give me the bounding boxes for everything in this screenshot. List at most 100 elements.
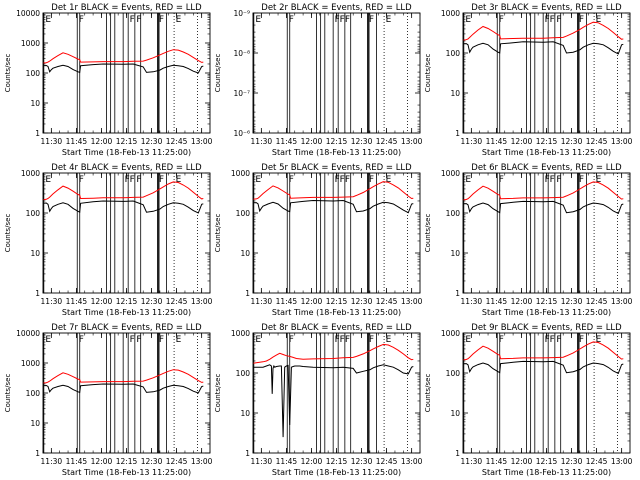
y-tick-label: 100: [446, 49, 461, 58]
y-tick-label: 1: [35, 289, 40, 298]
x-tick-label: 12:00: [511, 137, 533, 146]
x-tick-label: 12:45: [586, 137, 608, 146]
y-tick-label: 1: [35, 129, 40, 138]
y-tick-label: 100: [446, 369, 461, 378]
x-tick-label: 13:00: [191, 457, 213, 466]
x-tick-label: 12:15: [116, 137, 138, 146]
plot-frame: [462, 12, 631, 134]
x-tick-label: 12:45: [376, 297, 398, 306]
event-label: F: [545, 175, 550, 185]
event-label: E: [465, 175, 471, 185]
y-tick-label: 10⁻⁸: [233, 49, 250, 58]
event-label: F: [369, 335, 374, 345]
y-tick-label: 1: [245, 449, 250, 458]
panel-title: Det 6r BLACK = Events, RED = LLD: [471, 163, 622, 173]
event-label: F: [556, 15, 561, 25]
series-lld-line: [42, 369, 204, 384]
event-label: E: [45, 15, 51, 25]
y-axis-label: Counts/sec: [424, 374, 432, 413]
event-label: F: [369, 15, 374, 25]
x-tick-label: 11:45: [276, 297, 298, 306]
event-label: F: [579, 15, 584, 25]
panel-det-2: Det 2r BLACK = Events, RED = LLD Counts/s…: [214, 3, 423, 157]
y-tick-label: 10: [240, 409, 250, 418]
event-label: E: [176, 175, 182, 185]
x-tick-label: 12:15: [536, 297, 558, 306]
panel-title: Det 7r BLACK = Events, RED = LLD: [51, 323, 202, 333]
y-tick-label: 10000: [16, 329, 40, 338]
series-events-line: [42, 63, 204, 74]
x-axis-label: Start Time (18-Feb-13 11:25:00): [482, 308, 611, 317]
x-tick-label: 11:45: [66, 457, 88, 466]
event-label: F: [556, 175, 561, 185]
y-tick-label: 1000: [441, 169, 460, 178]
event-label: E: [255, 175, 261, 185]
event-label: E: [176, 335, 182, 345]
event-label: F: [579, 175, 584, 185]
plot-frame: [42, 332, 211, 454]
x-tick-label: 11:30: [461, 297, 483, 306]
event-label: F: [79, 335, 84, 345]
x-axis-label: Start Time (18-Feb-13 11:25:00): [272, 468, 401, 477]
y-tick-label: 1000: [21, 39, 40, 48]
plot-frame: [252, 332, 421, 454]
y-tick-label: 10⁻⁶: [233, 129, 250, 138]
y-tick-label: 1000: [231, 169, 250, 178]
series-events-line: [462, 41, 624, 55]
y-axis-label: Counts/sec: [4, 214, 12, 253]
event-label: F: [335, 335, 340, 345]
y-tick-label: 1: [245, 289, 250, 298]
x-axis-label: Start Time (18-Feb-13 11:25:00): [272, 148, 401, 157]
event-label: F: [130, 15, 135, 25]
series-events-line: [253, 364, 414, 438]
event-label: F: [159, 335, 164, 345]
y-tick-label: 10: [450, 409, 460, 418]
panel-det-9: Det 9r BLACK = Events, RED = LLD Counts/s…: [424, 323, 633, 477]
x-tick-label: 13:00: [191, 297, 213, 306]
x-tick-label: 12:15: [326, 297, 348, 306]
x-tick-label: 12:00: [301, 457, 323, 466]
y-tick-label: 100: [26, 69, 41, 78]
y-tick-label: 10: [30, 99, 40, 108]
x-tick-label: 13:00: [401, 297, 423, 306]
x-axis-label: Start Time (18-Feb-13 11:25:00): [62, 148, 191, 157]
plot-frame: [42, 172, 211, 294]
event-label: F: [289, 335, 294, 345]
event-label: E: [386, 15, 392, 25]
series-lld-line: [462, 181, 624, 201]
panel-title: Det 4r BLACK = Events, RED = LLD: [51, 163, 202, 173]
y-tick-label: 1: [35, 449, 40, 458]
x-tick-label: 11:45: [276, 457, 298, 466]
x-tick-label: 12:15: [536, 137, 558, 146]
x-tick-label: 12:00: [511, 297, 533, 306]
event-label: E: [596, 175, 602, 185]
x-tick-label: 12:00: [91, 457, 113, 466]
x-axis-label: Start Time (18-Feb-13 11:25:00): [62, 308, 191, 317]
x-tick-label: 12:45: [586, 457, 608, 466]
panel-det-4: Det 4r BLACK = Events, RED = LLD Counts/s…: [4, 163, 213, 317]
event-label: E: [176, 15, 182, 25]
y-tick-label: 10: [450, 89, 460, 98]
y-tick-label: 10: [450, 249, 460, 258]
y-tick-label: 1000: [441, 9, 460, 18]
y-tick-label: 100: [446, 209, 461, 218]
series-events-line: [462, 200, 624, 215]
x-tick-label: 11:30: [41, 457, 63, 466]
x-tick-label: 11:45: [66, 297, 88, 306]
x-tick-label: 11:45: [486, 297, 508, 306]
x-tick-label: 12:30: [141, 137, 163, 146]
x-tick-label: 12:30: [351, 457, 373, 466]
event-label: F: [550, 175, 555, 185]
x-tick-label: 13:00: [401, 457, 423, 466]
y-tick-label: 100: [236, 209, 251, 218]
y-tick-label: 1000: [441, 329, 460, 338]
x-tick-label: 12:00: [301, 137, 323, 146]
event-label: F: [556, 335, 561, 345]
event-label: F: [545, 15, 550, 25]
x-tick-label: 12:45: [376, 457, 398, 466]
x-tick-label: 12:30: [351, 137, 373, 146]
x-tick-label: 12:30: [351, 297, 373, 306]
panel-title: Det 2r BLACK = Events, RED = LLD: [261, 3, 412, 13]
y-tick-label: 100: [26, 209, 41, 218]
